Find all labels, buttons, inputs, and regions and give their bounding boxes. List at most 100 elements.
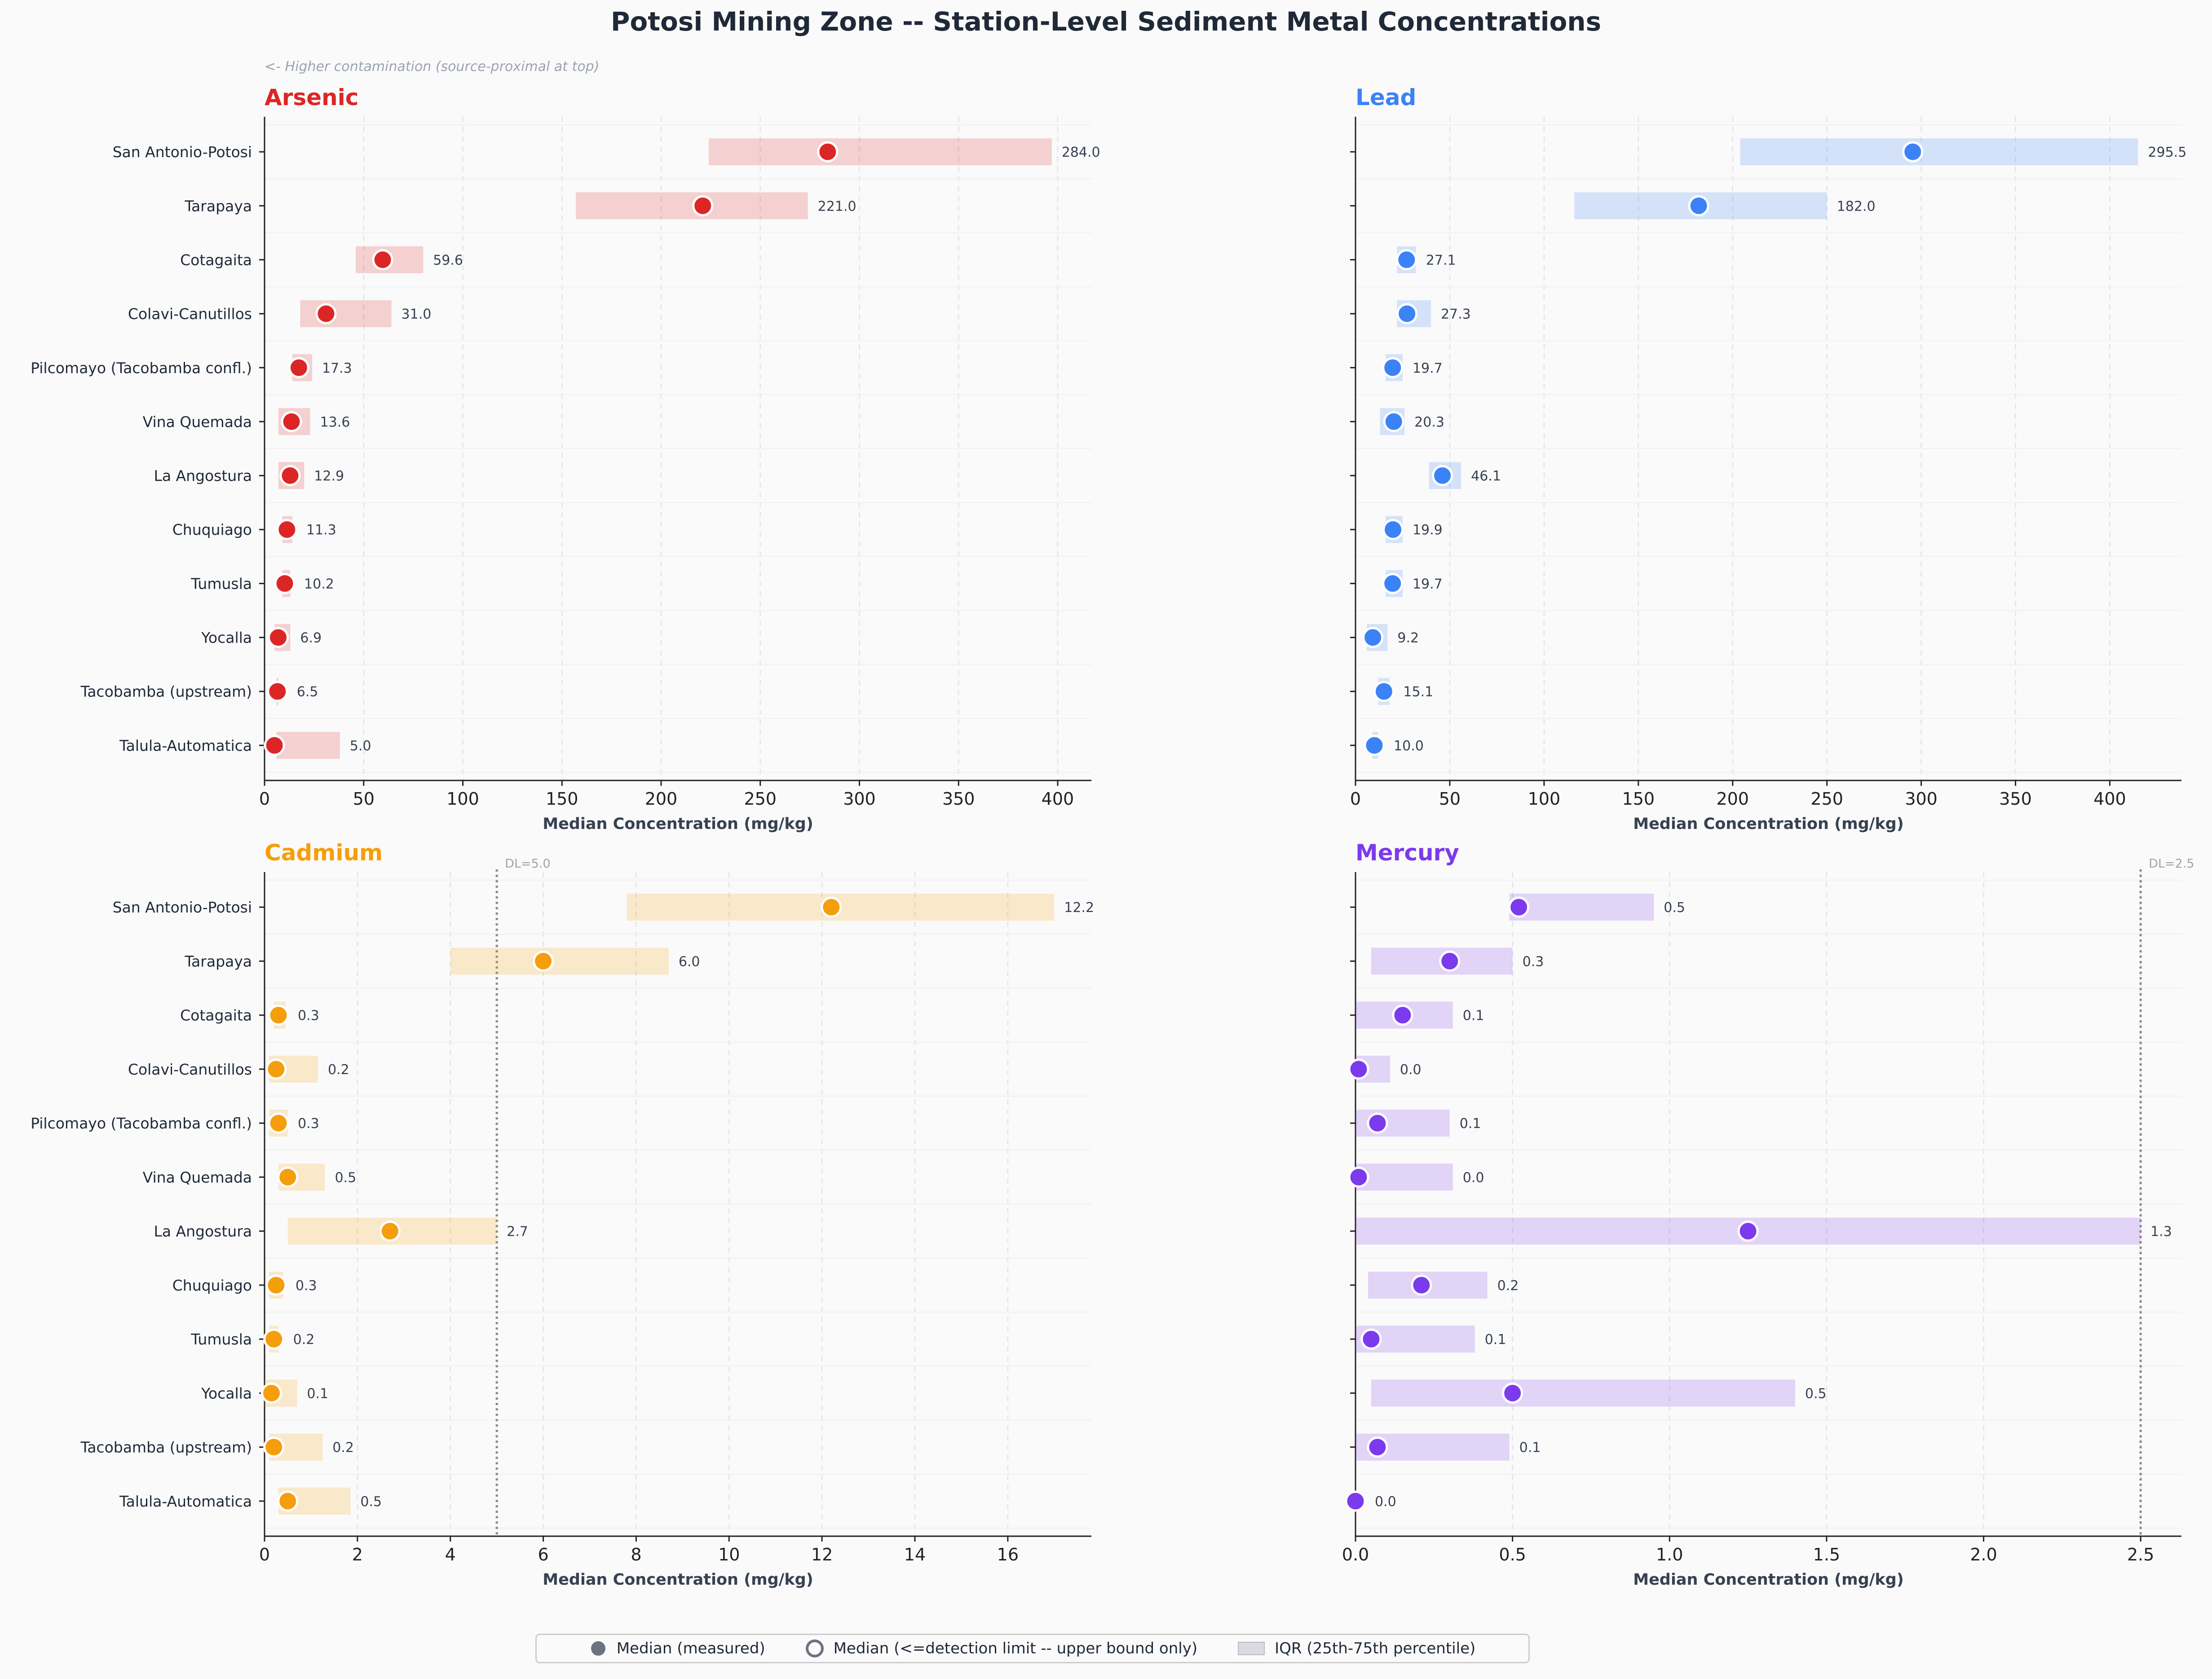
median-point [1348, 1166, 1369, 1188]
x-tick-label: 2 [352, 1545, 363, 1564]
y-tick-label: Tacobamba (upstream) [80, 683, 252, 701]
value-label: 27.3 [1441, 307, 1471, 322]
legend-item-measured: Median (measured) [589, 1639, 765, 1657]
median-point [1362, 627, 1384, 648]
x-tick-label: 400 [2093, 789, 2126, 809]
median-point [1396, 303, 1418, 325]
median-point [1688, 195, 1709, 216]
value-label: 15.1 [1403, 684, 1433, 700]
iqr-bar [1740, 138, 2138, 166]
x-tick-label: 12 [811, 1545, 833, 1564]
y-tick-label: La Angostura [154, 1223, 252, 1240]
x-tick-label: 300 [1905, 789, 1938, 809]
value-label: 0.1 [307, 1386, 328, 1401]
median-point [1364, 735, 1385, 756]
x-tick-label: 10 [718, 1545, 740, 1564]
value-label: 0.0 [1400, 1062, 1422, 1078]
legend-label-below-dl: Median (<=detection limit -- upper bound… [833, 1639, 1198, 1657]
value-label: 5.0 [350, 738, 371, 754]
value-label: 0.3 [298, 1116, 319, 1132]
value-label: 20.3 [1414, 414, 1444, 430]
value-label: 31.0 [402, 307, 432, 322]
y-tick-label: San Antonio-Potosi [113, 143, 252, 161]
value-label: 27.1 [1426, 252, 1456, 268]
y-tick-label: Tacobamba (upstream) [80, 1439, 252, 1456]
median-point [1508, 896, 1530, 918]
value-label: 9.2 [1397, 630, 1419, 646]
x-tick-label: 100 [1528, 789, 1561, 809]
value-label: 295.5 [2148, 145, 2186, 160]
median-point [277, 1490, 299, 1512]
median-point [1348, 1058, 1369, 1080]
detection-limit-label: DL=2.5 [2149, 857, 2194, 871]
value-label: 19.9 [1413, 522, 1443, 538]
iqr-bar [1509, 894, 1654, 921]
figure-title: Potosi Mining Zone -- Station-Level Sedi… [610, 6, 1602, 37]
median-point [265, 1058, 287, 1080]
panel-lead: Lead 0 50 100 150 200 250 300 350 400 Median Conce… [1350, 84, 2186, 833]
value-label: 19.7 [1413, 361, 1443, 376]
y-tick-label: Cotagaita [180, 1007, 252, 1024]
median-point [1382, 357, 1404, 379]
median-point [1345, 1490, 1366, 1512]
y-tick-label: Talula-Automatica [119, 1493, 252, 1510]
median-point [263, 1328, 285, 1350]
median-point [315, 303, 337, 325]
median-point [1382, 573, 1404, 594]
value-label: 11.3 [306, 522, 336, 538]
median-point [379, 1221, 401, 1242]
median-point [1392, 1005, 1413, 1026]
median-point [1367, 1112, 1388, 1134]
y-tick-label: Pilcomayo (Tacobamba confl.) [31, 359, 252, 377]
x-tick-label: 0.0 [1342, 1545, 1369, 1564]
value-label: 12.9 [314, 468, 344, 484]
iqr-bar [276, 732, 340, 759]
median-point [264, 735, 285, 756]
x-tick-label: 350 [942, 789, 975, 809]
panel-mercury: Mercury 0.0 0.5 1.0 1.5 2.0 2.5 Median Concentr… [1342, 840, 2194, 1589]
x-tick-label: 150 [546, 789, 578, 809]
x-tick-label: 250 [1810, 789, 1843, 809]
x-axis-label: Median Concentration (mg/kg) [543, 1571, 813, 1589]
x-tick-label: 50 [353, 789, 375, 809]
y-tick-label: Pilcomayo (Tacobamba confl.) [31, 1115, 252, 1132]
median-point [274, 573, 296, 594]
y-tick-label: Cotagaita [180, 251, 252, 269]
y-tick-label: Chuquiago [172, 521, 252, 538]
x-tick-label: 400 [1042, 789, 1074, 809]
x-tick-label: 0 [259, 789, 270, 809]
value-label: 10.0 [1394, 738, 1424, 754]
value-label: 0.5 [1805, 1386, 1827, 1401]
y-tick-label: San Antonio-Potosi [113, 899, 252, 916]
value-label: 0.2 [1497, 1278, 1519, 1294]
x-tick-label: 200 [645, 789, 678, 809]
value-label: 0.2 [332, 1440, 354, 1456]
value-label: 0.3 [296, 1278, 317, 1294]
median-point [1360, 1328, 1382, 1350]
median-point [1411, 1274, 1432, 1296]
x-tick-label: 300 [843, 789, 876, 809]
value-label: 0.5 [1664, 900, 1685, 916]
x-tick-label: 0 [1350, 789, 1361, 809]
median-point [267, 627, 289, 648]
median-point [277, 1166, 299, 1188]
panel-title: Arsenic [265, 84, 358, 110]
y-tick-label: Chuquiago [172, 1277, 252, 1294]
value-label: 12.2 [1064, 900, 1094, 916]
value-label: 6.0 [679, 954, 700, 970]
y-tick-label: Colavi-Canutillos [128, 305, 252, 323]
median-point [1737, 1221, 1759, 1242]
x-tick-label: 8 [631, 1545, 641, 1564]
x-tick-label: 0 [259, 1545, 270, 1564]
median-point [1396, 249, 1417, 270]
median-point [372, 249, 393, 270]
y-tick-label: Colavi-Canutillos [128, 1061, 252, 1078]
y-tick-label: Talula-Automatica [119, 737, 252, 754]
median-point [692, 195, 714, 216]
median-point [1502, 1382, 1523, 1404]
x-tick-label: 350 [1999, 789, 2032, 809]
y-tick-label: Vina Quemada [143, 413, 252, 431]
value-label: 19.7 [1413, 576, 1443, 592]
